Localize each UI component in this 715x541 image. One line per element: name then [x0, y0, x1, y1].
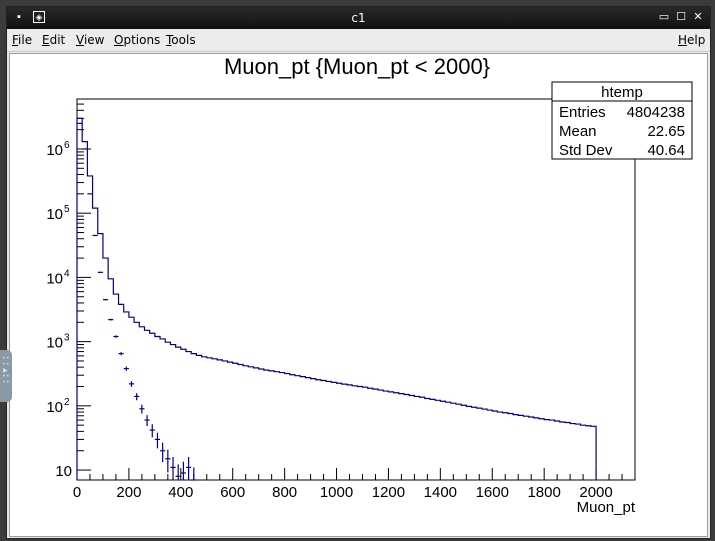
x-tick-label: 400: [168, 484, 193, 501]
stats-mean-value: 22.65: [647, 123, 685, 140]
chart-title: Muon_pt {Muon_pt < 2000}: [224, 54, 490, 79]
maximize-button[interactable]: ☐: [676, 10, 686, 23]
menu-bar: File Edit View Options Tools Help: [7, 29, 710, 52]
y-tick-exponent: 5: [64, 204, 70, 215]
side-panel-handle[interactable]: • • • • ▶ • • • •: [0, 350, 12, 402]
y-tick-label: 10: [46, 335, 63, 352]
menu-help[interactable]: Help: [678, 33, 706, 47]
close-button[interactable]: ✕: [693, 10, 703, 23]
histogram-step-series: [76, 117, 597, 480]
y-tick-exponent: 3: [64, 333, 70, 344]
x-tick-label: 0: [73, 484, 81, 501]
y-tick-label: 10: [46, 142, 63, 159]
stats-entries-label: Entries: [559, 104, 606, 121]
plot-frame: [76, 98, 636, 481]
x-tick-label: 1600: [476, 484, 509, 501]
x-axis-label: Muon_pt: [577, 499, 636, 516]
stats-std-label: Std Dev: [559, 142, 613, 159]
menu-view[interactable]: View: [76, 33, 105, 47]
x-axis: 0 200 400 600 800 1000 1200 1400 1600 1800 2000: [73, 468, 636, 501]
menu-edit[interactable]: Edit: [42, 33, 66, 47]
grip-dots-icon: • • • • ▶ • • • •: [3, 356, 9, 386]
y-tick-label: 10: [46, 399, 63, 416]
y-tick-label: 10: [55, 463, 72, 480]
x-tick-label: 2000: [579, 484, 612, 501]
menu-file[interactable]: File: [12, 33, 33, 47]
stats-std-value: 40.64: [647, 142, 685, 159]
x-tick-label: 1000: [320, 484, 353, 501]
window-menu-icon[interactable]: ▪: [17, 11, 21, 23]
y-tick-label: 10: [46, 206, 63, 223]
root-logo-icon: ◈: [33, 11, 45, 23]
x-tick-label: 200: [116, 484, 141, 501]
title-bar: ▪ ◈ c1 ▭ ☐ ✕: [7, 7, 710, 29]
x-tick-label: 800: [272, 484, 297, 501]
stats-entries-value: 4804238: [627, 104, 685, 121]
window-title: c1: [351, 11, 366, 25]
stats-mean-label: Mean: [559, 123, 597, 140]
minimize-button[interactable]: ▭: [658, 10, 670, 23]
y-tick-exponent: 6: [64, 140, 70, 151]
y-tick-label: 10: [46, 270, 63, 287]
stats-name: htemp: [601, 84, 643, 101]
stats-box: htemp Entries 4804238 Mean 22.65 Std Dev…: [551, 81, 693, 160]
x-tick-label: 600: [220, 484, 245, 501]
histogram-error-series: [77, 122, 197, 481]
x-tick-label: 1200: [372, 484, 405, 501]
x-tick-label: 1800: [527, 484, 560, 501]
menu-tools[interactable]: Tools: [166, 33, 196, 47]
y-tick-exponent: 2: [64, 397, 70, 408]
y-tick-exponent: 4: [64, 268, 70, 279]
x-tick-label: 1400: [424, 484, 457, 501]
menu-options[interactable]: Options: [114, 33, 161, 47]
